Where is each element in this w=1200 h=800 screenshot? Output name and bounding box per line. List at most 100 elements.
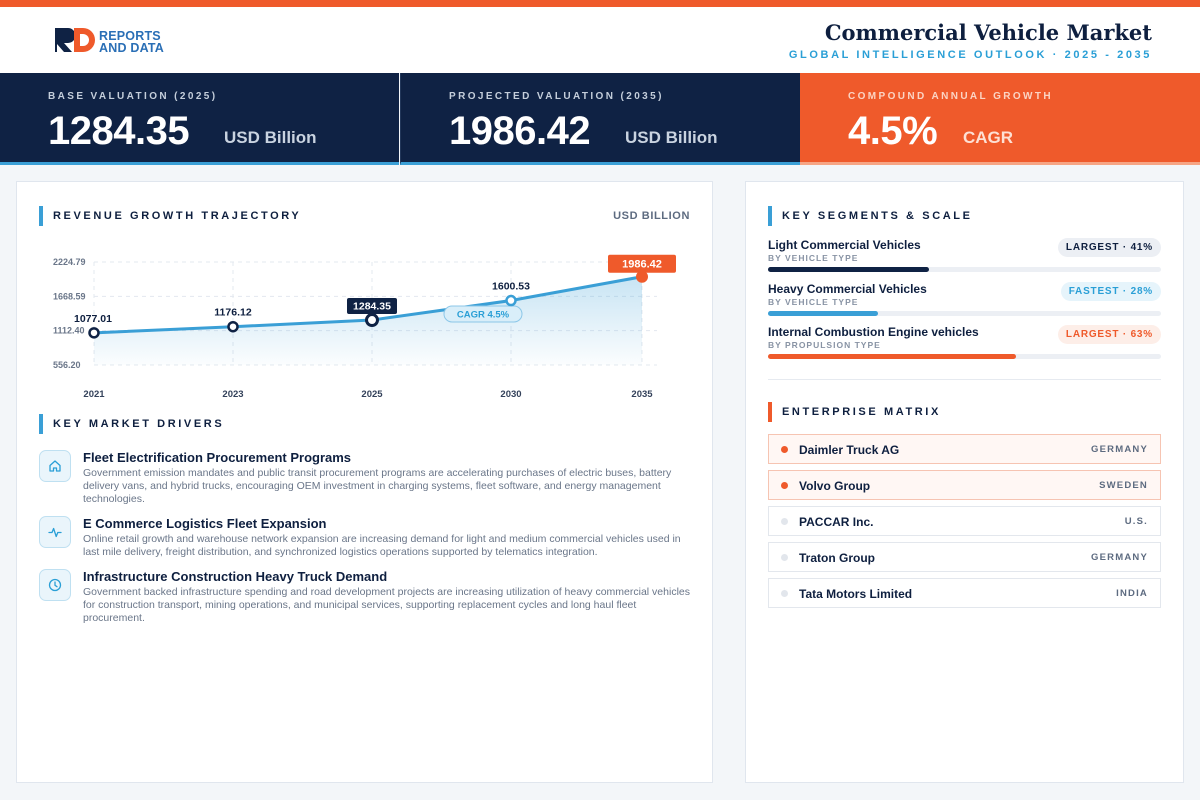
driver-description: Government emission mandates and public …	[83, 467, 672, 505]
enterprise-row[interactable]: Daimler Truck AG GERMANY	[768, 434, 1161, 464]
status-dot	[781, 518, 788, 525]
enterprise-country: U.S.	[1124, 516, 1148, 527]
brand-line-1: REPORTS	[99, 29, 161, 43]
segment-bar-track	[768, 311, 1161, 316]
clock-icon	[39, 569, 71, 601]
data-label-box	[608, 254, 676, 273]
segment-badge: LARGEST · 63%	[1057, 325, 1161, 344]
segment-bar-fill	[768, 311, 879, 316]
right-panel: KEY SEGMENTS & SCALE Light Commercial Ve…	[745, 181, 1184, 783]
x-tick-label: 2021	[83, 389, 105, 400]
data-point	[227, 320, 239, 333]
enterprise-row[interactable]: Volvo Group SWEDEN	[768, 470, 1161, 500]
segment-name: Heavy Commercial Vehicles	[768, 282, 927, 296]
segment-item: Light Commercial Vehicles BY VEHICLE TYP…	[768, 238, 1161, 278]
page-title: Commercial Vehicle Market	[824, 20, 1152, 45]
data-point	[505, 294, 517, 307]
driver-title: Infrastructure Construction Heavy Truck …	[83, 569, 388, 584]
data-label: 1600.53	[492, 281, 530, 293]
data-label: 1077.01	[74, 313, 112, 325]
segment-name: Light Commercial Vehicles	[768, 238, 921, 252]
chart-section-title: REVENUE GROWTH TRAJECTORY	[39, 206, 301, 226]
enterprise-country: GERMANY	[1091, 552, 1148, 563]
segment-badge: FASTEST · 28%	[1060, 282, 1161, 301]
segment-bar-track	[768, 354, 1161, 359]
x-tick-label: 2035	[631, 389, 653, 400]
driver-description: Online retail growth and warehouse netwo…	[83, 533, 681, 558]
y-tick-label: 556.20	[53, 360, 81, 370]
brand-name: REPORTS AND DATA	[99, 29, 165, 55]
driver-item: Infrastructure Construction Heavy Truck …	[39, 569, 690, 624]
segments-section-title: KEY SEGMENTS & SCALE	[768, 206, 973, 226]
data-label-box	[347, 298, 397, 315]
stat-value: 1986.42	[449, 109, 591, 153]
enterprise-name: Daimler Truck AG	[799, 443, 900, 457]
cagr-pill	[443, 305, 523, 323]
enterprise-section-title: ENTERPRISE MATRIX	[768, 402, 941, 422]
x-tick-label: 2023	[222, 389, 243, 400]
stat-card-projected: PROJECTED VALUATION (2035) 1986.42 USD B…	[400, 73, 800, 165]
data-label: 1284.35	[353, 301, 391, 313]
data-label: 1176.12	[214, 307, 252, 319]
stat-label: COMPOUND ANNUAL GROWTH	[848, 91, 1054, 102]
divider	[768, 379, 1161, 380]
enterprise-row[interactable]: Traton Group GERMANY	[768, 542, 1161, 572]
stat-cards: BASE VALUATION (2025) 1284.35 USD Billio…	[0, 73, 1200, 165]
stat-card-cagr: COMPOUND ANNUAL GROWTH 4.5% CAGR	[800, 73, 1200, 165]
cagr-annotation: CAGR 4.5%	[457, 310, 510, 321]
enterprise-country: GERMANY	[1091, 444, 1148, 455]
enterprise-name: Volvo Group	[799, 479, 871, 493]
segment-item: Heavy Commercial Vehicles BY VEHICLE TYP…	[768, 282, 1161, 322]
revenue-line-chart: 556.20 1112.40 1668.59 2224.79 2021 2023 2025 2…	[53, 254, 676, 400]
enterprise-name: PACCAR Inc.	[799, 515, 874, 529]
stat-unit: USD Billion	[224, 128, 317, 147]
logo-mark-icon	[55, 28, 95, 52]
segment-type: BY PROPULSION TYPE	[768, 340, 881, 350]
brand-line-2: AND DATA	[99, 41, 165, 55]
segment-type: BY VEHICLE TYPE	[768, 253, 859, 263]
x-tick-label: 2030	[500, 389, 521, 400]
enterprise-row[interactable]: Tata Motors Limited INDIA	[768, 578, 1161, 608]
data-label: 1986.42	[622, 259, 662, 271]
data-point	[88, 327, 100, 339]
page-subtitle: GLOBAL INTELLIGENCE OUTLOOK · 2025 - 203…	[788, 49, 1152, 61]
segment-bar-fill	[768, 354, 1016, 359]
y-tick-label: 2224.79	[53, 257, 86, 267]
brand-logo[interactable]: REPORTS AND DATA	[54, 27, 204, 55]
driver-title: Fleet Electrification Procurement Progra…	[83, 450, 352, 465]
status-dot	[781, 590, 788, 597]
activity-icon	[39, 516, 71, 548]
stat-unit: USD Billion	[625, 128, 718, 147]
status-dot	[781, 482, 788, 489]
home-icon	[39, 450, 71, 482]
driver-title: E Commerce Logistics Fleet Expansion	[83, 516, 327, 531]
enterprise-name: Traton Group	[799, 551, 875, 565]
enterprise-row[interactable]: PACCAR Inc. U.S.	[768, 506, 1161, 536]
driver-item: E Commerce Logistics Fleet Expansion Onl…	[39, 516, 689, 564]
top-accent-bar	[0, 0, 1200, 7]
status-dot	[781, 446, 788, 453]
driver-description: Government backed infrastructure spendin…	[83, 586, 690, 624]
status-dot	[781, 554, 788, 561]
segment-item: Internal Combustion Engine vehicles BY P…	[768, 325, 1161, 365]
driver-item: Fleet Electrification Procurement Progra…	[39, 450, 689, 510]
segment-badge: LARGEST · 41%	[1057, 238, 1161, 257]
header: REPORTS AND DATA Commercial Vehicle Mark…	[0, 7, 1200, 73]
enterprise-name: Tata Motors Limited	[799, 587, 913, 601]
y-tick-label: 1668.59	[53, 291, 86, 301]
left-panel: REVENUE GROWTH TRAJECTORY USD BILLION 55…	[16, 181, 713, 783]
segment-bar-fill	[768, 267, 930, 272]
stat-label: PROJECTED VALUATION (2035)	[449, 91, 664, 102]
data-point	[636, 270, 648, 283]
data-point	[365, 313, 379, 328]
stat-value: 1284.35	[48, 109, 190, 153]
segment-name: Internal Combustion Engine vehicles	[768, 325, 979, 339]
segment-type: BY VEHICLE TYPE	[768, 297, 859, 307]
enterprise-country: SWEDEN	[1099, 480, 1148, 491]
stat-value: 4.5%	[848, 109, 938, 153]
stat-card-base: BASE VALUATION (2025) 1284.35 USD Billio…	[0, 73, 399, 165]
drivers-section-title: KEY MARKET DRIVERS	[39, 414, 224, 434]
x-tick-label: 2025	[361, 389, 383, 400]
stat-label: BASE VALUATION (2025)	[48, 91, 218, 102]
stat-unit: CAGR	[963, 128, 1014, 147]
